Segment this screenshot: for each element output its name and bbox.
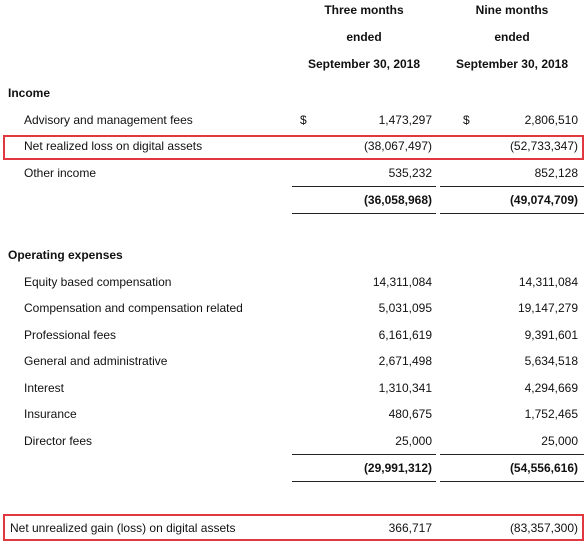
amount: (52,733,347) xyxy=(509,139,578,153)
amount: 6,161,619 xyxy=(378,327,432,342)
row-label: Insurance xyxy=(24,407,77,421)
amount: 14,311,084 xyxy=(518,274,578,289)
amount: 2,806,510 xyxy=(524,112,578,127)
row-label: Equity based compensation xyxy=(24,274,172,289)
highlight xyxy=(3,514,584,541)
amount: 1,752,465 xyxy=(524,407,578,421)
amount: 1,473,297 xyxy=(378,112,432,127)
amount: (49,074,709) xyxy=(509,192,578,207)
amount: 4,294,669 xyxy=(524,380,578,395)
amount: 14,311,084 xyxy=(372,274,432,289)
section-title: Income xyxy=(8,86,51,100)
amount: 366,717 xyxy=(388,521,432,535)
amount: 480,675 xyxy=(388,407,432,421)
amount: (38,067,497) xyxy=(363,139,432,153)
row-label: Net realized loss on digital assets xyxy=(24,139,203,153)
row-label: Professional fees xyxy=(24,327,117,342)
amount: (36,058,968) xyxy=(363,192,432,207)
rule xyxy=(440,185,584,187)
amount: 852,128 xyxy=(534,165,578,180)
rule xyxy=(440,453,584,455)
column-header: September 30, 2018 xyxy=(307,57,421,71)
row-label: General and administrative xyxy=(24,354,168,368)
rule xyxy=(440,212,584,214)
rule xyxy=(440,480,584,482)
amount: (29,991,312) xyxy=(363,460,432,475)
column-header: September 30, 2018 xyxy=(455,57,569,71)
amount: 25,000 xyxy=(395,433,432,448)
row-label: Advisory and management fees xyxy=(24,112,193,127)
row-label: Net unrealized gain (loss) on digital as… xyxy=(10,521,236,535)
amount: 9,391,601 xyxy=(524,327,578,342)
rule xyxy=(292,212,436,214)
amount: 5,634,518 xyxy=(524,354,578,368)
amount: 1,310,341 xyxy=(378,380,432,395)
rule xyxy=(292,453,436,455)
row-label: Director fees xyxy=(24,433,93,448)
amount: 5,031,095 xyxy=(378,301,432,315)
rule xyxy=(292,480,436,482)
section-title: Operating expenses xyxy=(8,248,123,262)
row-label: Compensation and compensation related xyxy=(24,301,243,315)
column-header: ended xyxy=(346,30,382,44)
amount: 25,000 xyxy=(541,433,578,448)
amount: (54,556,616) xyxy=(509,460,578,475)
column-header: Nine months xyxy=(475,3,549,17)
amount: 535,232 xyxy=(388,165,432,180)
column-header: ended xyxy=(494,30,530,44)
highlight xyxy=(3,135,584,160)
currency: $ xyxy=(463,112,470,127)
amount: (83,357,300) xyxy=(509,521,578,535)
row-label: Interest xyxy=(24,380,65,395)
amount: 2,671,498 xyxy=(378,354,432,368)
row-label: Other income xyxy=(24,165,97,180)
amount: 19,147,279 xyxy=(517,301,578,315)
column-header: Three months xyxy=(324,3,404,17)
currency: $ xyxy=(300,112,307,127)
rule xyxy=(292,185,436,187)
